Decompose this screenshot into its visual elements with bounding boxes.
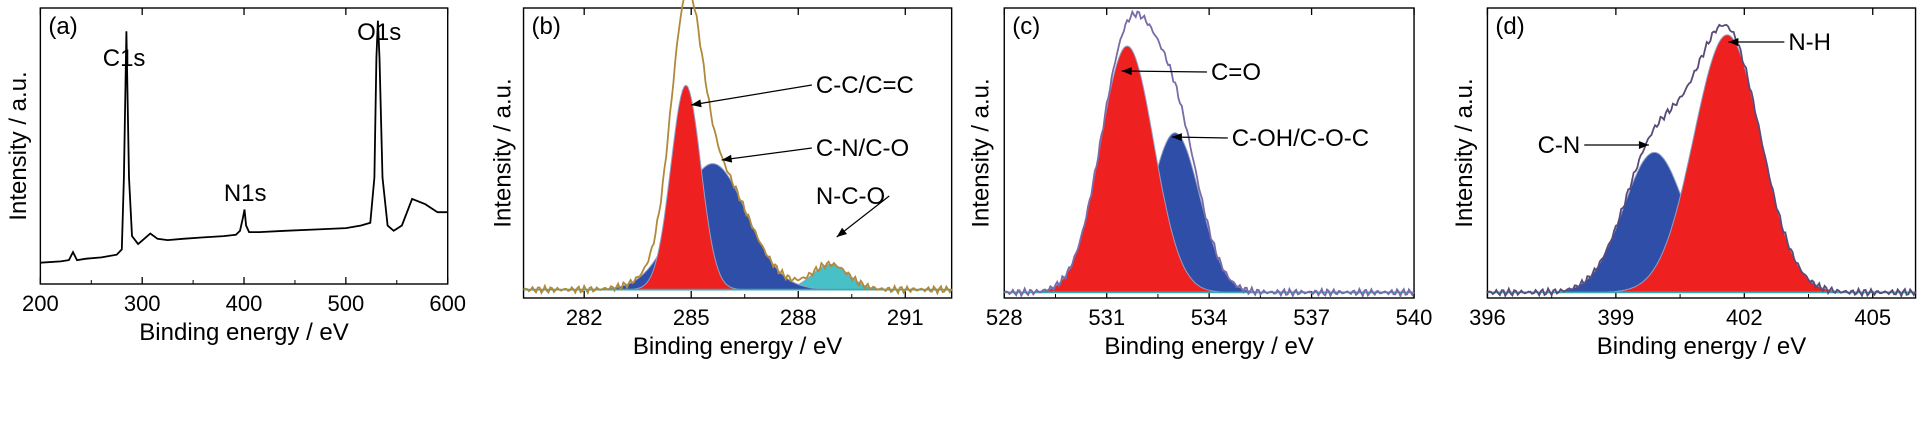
arrow-head: [836, 227, 848, 237]
panel-label: (c): [1012, 13, 1040, 40]
plot-frame: [1486, 7, 1917, 299]
peak-label: C-N: [1538, 132, 1581, 159]
x-axis-title: Binding energy / eV: [1597, 333, 1806, 360]
x-tick-label: 300: [124, 291, 161, 316]
fitted-peak-area: [523, 163, 952, 291]
annotation-arrow: [691, 84, 812, 106]
panel-d: (d) 396 399 402 405 Binding energy / eV Intens…: [1451, 7, 1917, 360]
x-tick-label: 540: [1396, 305, 1433, 330]
peak-label: C1s: [103, 45, 146, 72]
survey-spectrum-line: [40, 20, 448, 264]
peak-label: C=O: [1211, 59, 1261, 86]
x-tick-label: 600: [429, 291, 466, 316]
peak-label: C-OH/C-O-C: [1232, 125, 1369, 152]
y-axis-title: Intensity / a.u.: [489, 78, 516, 227]
x-tick-label: 285: [673, 305, 710, 330]
x-tick-label: 500: [328, 291, 365, 316]
x-tick-label: 288: [780, 305, 817, 330]
panel-label: (a): [48, 13, 77, 40]
arrow-head: [721, 154, 733, 163]
x-tick-label: 534: [1191, 305, 1228, 330]
x-tick-label: 200: [22, 291, 59, 316]
x-axis-title: Binding energy / eV: [633, 333, 842, 360]
peak-label: N-H: [1788, 29, 1831, 56]
envelope-line: [1486, 23, 1917, 299]
annotation-arrow: [721, 147, 812, 161]
envelope-line: [1003, 9, 1415, 299]
x-tick-label: 400: [226, 291, 263, 316]
peak-label: O1s: [357, 19, 401, 46]
panel-a: (a) 200 300 400 500 600 Binding energy / eV Int…: [5, 7, 466, 346]
arrow-head: [1638, 141, 1649, 149]
x-tick-label: 531: [1088, 305, 1125, 330]
x-tick-label: 291: [887, 305, 924, 330]
x-tick-label: 528: [986, 305, 1023, 330]
panel-label: (d): [1495, 13, 1524, 40]
y-axis-title: Intensity / a.u.: [1451, 78, 1478, 227]
x-tick-label: 282: [566, 305, 603, 330]
arrow-head: [691, 99, 702, 108]
arrow-head: [1728, 38, 1739, 46]
plot-frame: [522, 7, 953, 299]
x-tick-label: 537: [1293, 305, 1330, 330]
peak-label: N1s: [224, 180, 267, 207]
plot-frame: [39, 7, 449, 285]
x-tick-label: 402: [1726, 305, 1763, 330]
fitted-peak-area: [1487, 34, 1916, 293]
peak-label: C-C/C=C: [816, 72, 914, 99]
annotation-arrow: [1121, 70, 1207, 73]
arrow-head: [1171, 133, 1182, 142]
panel-label: (b): [532, 13, 561, 40]
arrow-head: [1121, 67, 1132, 76]
y-axis-title: Intensity / a.u.: [968, 78, 995, 227]
fitted-peak-area: [1004, 132, 1414, 293]
annotation-arrow: [836, 195, 890, 238]
peak-label: C-N/C-O: [816, 135, 909, 162]
envelope-line: [523, 0, 953, 296]
peak-label: N-C-O: [816, 183, 885, 210]
x-axis-title: Binding energy / eV: [139, 319, 348, 346]
panel-b: (b) 282 285 288 291 Binding energy / eV Intens…: [489, 0, 953, 360]
x-tick-label: 396: [1469, 305, 1506, 330]
x-tick-label: 405: [1854, 305, 1891, 330]
x-axis-title: Binding energy / eV: [1104, 333, 1313, 360]
x-tick-label: 399: [1598, 305, 1635, 330]
panel-c: (c) 528 531 534 537 540 Binding energy / eV Int…: [968, 7, 1433, 360]
y-axis-title: Intensity / a.u.: [5, 71, 32, 220]
